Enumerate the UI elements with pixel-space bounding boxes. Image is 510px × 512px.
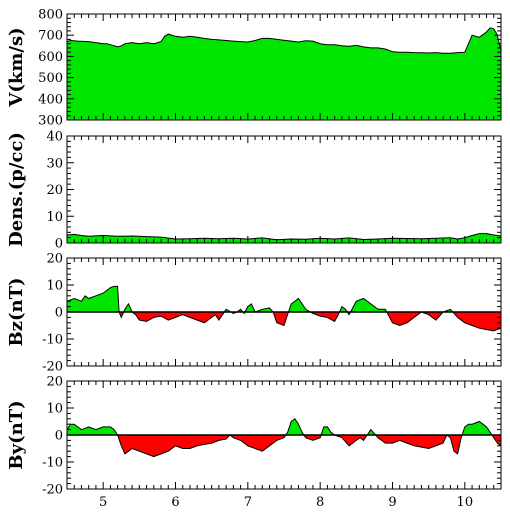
positive-area-9 [462,421,492,435]
y-tick-label: 700 [38,29,63,44]
y-tick-label: -10 [42,456,63,471]
y-axis-label: V(km/s) [6,27,27,107]
y-tick-label: 300 [38,114,63,129]
y-tick-label: 500 [38,71,63,86]
negative-area-6 [334,435,368,446]
y-axis-label: By(nT) [6,400,27,469]
positive-area-1 [67,424,118,435]
x-tick-label: 9 [388,495,396,510]
y-tick-label: 20 [46,252,63,267]
negative-area-4 [132,312,225,323]
panel-2: 0 10 20 30 40 Dens.(p/cc) [6,130,502,252]
series-line [66,27,502,54]
y-tick-label: 600 [38,50,63,65]
panel-frame [66,135,502,244]
x-tick-label: 7 [244,495,252,510]
positive-area-7 [367,429,376,435]
negative-area-2 [117,435,286,457]
negative-area-2 [119,312,124,318]
y-axis-label: Bz(nT) [6,278,27,347]
y-tick-label: 0 [55,237,63,252]
x-tick-label: 10 [457,495,474,510]
negative-area-4 [303,435,322,441]
x-tick-label: 8 [316,495,324,510]
negative-area-8 [375,435,463,454]
y-tick-label: 0 [55,306,63,321]
y-tick-label: 20 [46,183,63,198]
negative-area-18 [452,312,501,331]
y-tick-label: 30 [46,156,63,171]
y-tick-label: 20 [46,375,63,390]
panel-4: -20 -10 0 10 20 By(nT) [6,375,502,498]
series-line [66,285,502,332]
positive-area-3 [285,418,304,435]
y-tick-label: -20 [42,360,63,375]
y-tick-label: 10 [46,210,63,225]
positive-area-1 [67,286,120,312]
y-tick-label: 10 [46,402,63,417]
negative-area-16 [386,312,444,326]
y-tick-label: 800 [38,8,63,23]
y-tick-label: 0 [55,429,63,444]
y-axis-label: Dens.(p/cc) [6,132,27,247]
positive-area-1 [67,27,501,120]
panel-3: -20 -10 0 10 20 Bz(nT) [6,252,502,375]
positive-area-3 [123,303,133,312]
x-tick-label: 5 [99,495,107,510]
x-tick-label: 6 [171,495,179,510]
y-tick-label: 400 [38,92,63,107]
y-tick-label: 10 [46,279,63,294]
y-tick-label: -10 [42,333,63,348]
positive-area-15 [350,298,387,312]
y-tick-label: 40 [46,130,63,145]
panel-1: 300 400 500 600 700 800 V(km/s) [6,8,502,129]
y-tick-label: -20 [42,483,63,498]
